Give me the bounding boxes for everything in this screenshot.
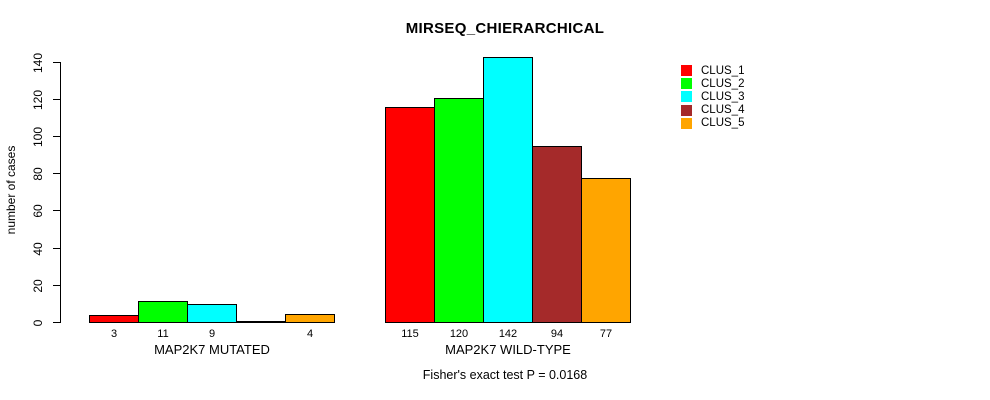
legend-item-label: CLUS_4 [701,104,745,117]
y-tick [53,248,60,249]
y-tick-label: 40 [31,241,45,256]
y-tick-label: 80 [31,166,45,181]
legend-item-label: CLUS_1 [701,64,745,77]
bar-clus_5 [581,178,631,323]
y-tick-label: 60 [31,203,45,218]
bar-value-label: 77 [599,328,613,340]
bar-value-label: 120 [449,328,469,340]
bar-clus_2 [434,98,484,323]
bar-clus_1 [89,315,139,323]
legend-swatch [681,65,692,77]
bar-value-label: 142 [498,328,518,340]
bar-value-label: 115 [401,328,419,340]
y-tick [53,173,60,174]
x-group-label: MAP2K7 WILD-TYPE [445,342,571,357]
chart-title: MIRSEQ_CHIERARCHICAL [405,20,605,37]
y-tick [53,136,60,137]
y-tick-label: 120 [31,89,45,110]
bar-value-label: 3 [110,328,118,340]
bar-clus_1 [385,107,435,323]
bar-clus_3 [187,304,237,323]
y-tick [53,210,60,211]
legend-item: CLUS_2 [681,77,744,90]
bar-clus_3 [483,57,533,323]
legend: CLUS_1 CLUS_2 CLUS_3 CLUS_4 CLUS_5 [681,64,744,130]
legend-item-label: CLUS_5 [701,117,745,130]
y-tick-label: 0 [31,319,45,326]
y-tick-label: 140 [31,52,45,73]
x-group-label: MAP2K7 MUTATED [154,342,270,357]
bar-value-label: 94 [550,328,564,340]
annotation-text: Fisher's exact test P = 0.0168 [422,368,588,382]
y-tick-label: 20 [31,278,45,293]
legend-item: CLUS_3 [681,90,744,103]
y-axis-line [60,62,61,323]
y-tick [53,285,60,286]
legend-item-label: CLUS_3 [701,90,745,103]
legend-swatch [681,91,692,103]
legend-swatch [681,104,692,116]
legend-item-label: CLUS_2 [701,77,745,90]
y-tick [53,322,60,323]
bar-value-label: 9 [208,328,216,340]
y-axis-label: number of cases [4,145,18,235]
legend-swatch [681,117,692,129]
bar-clus_5 [285,314,335,323]
y-tick [53,62,60,63]
bar-value-label: 11 [157,328,169,340]
bar-clus_2 [138,301,188,323]
bar-clus_4 [236,321,286,323]
legend-item: CLUS_5 [681,117,744,130]
y-tick [53,99,60,100]
legend-item: CLUS_4 [681,104,744,117]
y-tick-label: 100 [31,126,45,147]
legend-item: CLUS_1 [681,64,744,77]
bar-value-label: 4 [306,328,314,340]
bar-clus_4 [532,146,582,323]
legend-swatch [681,78,692,90]
